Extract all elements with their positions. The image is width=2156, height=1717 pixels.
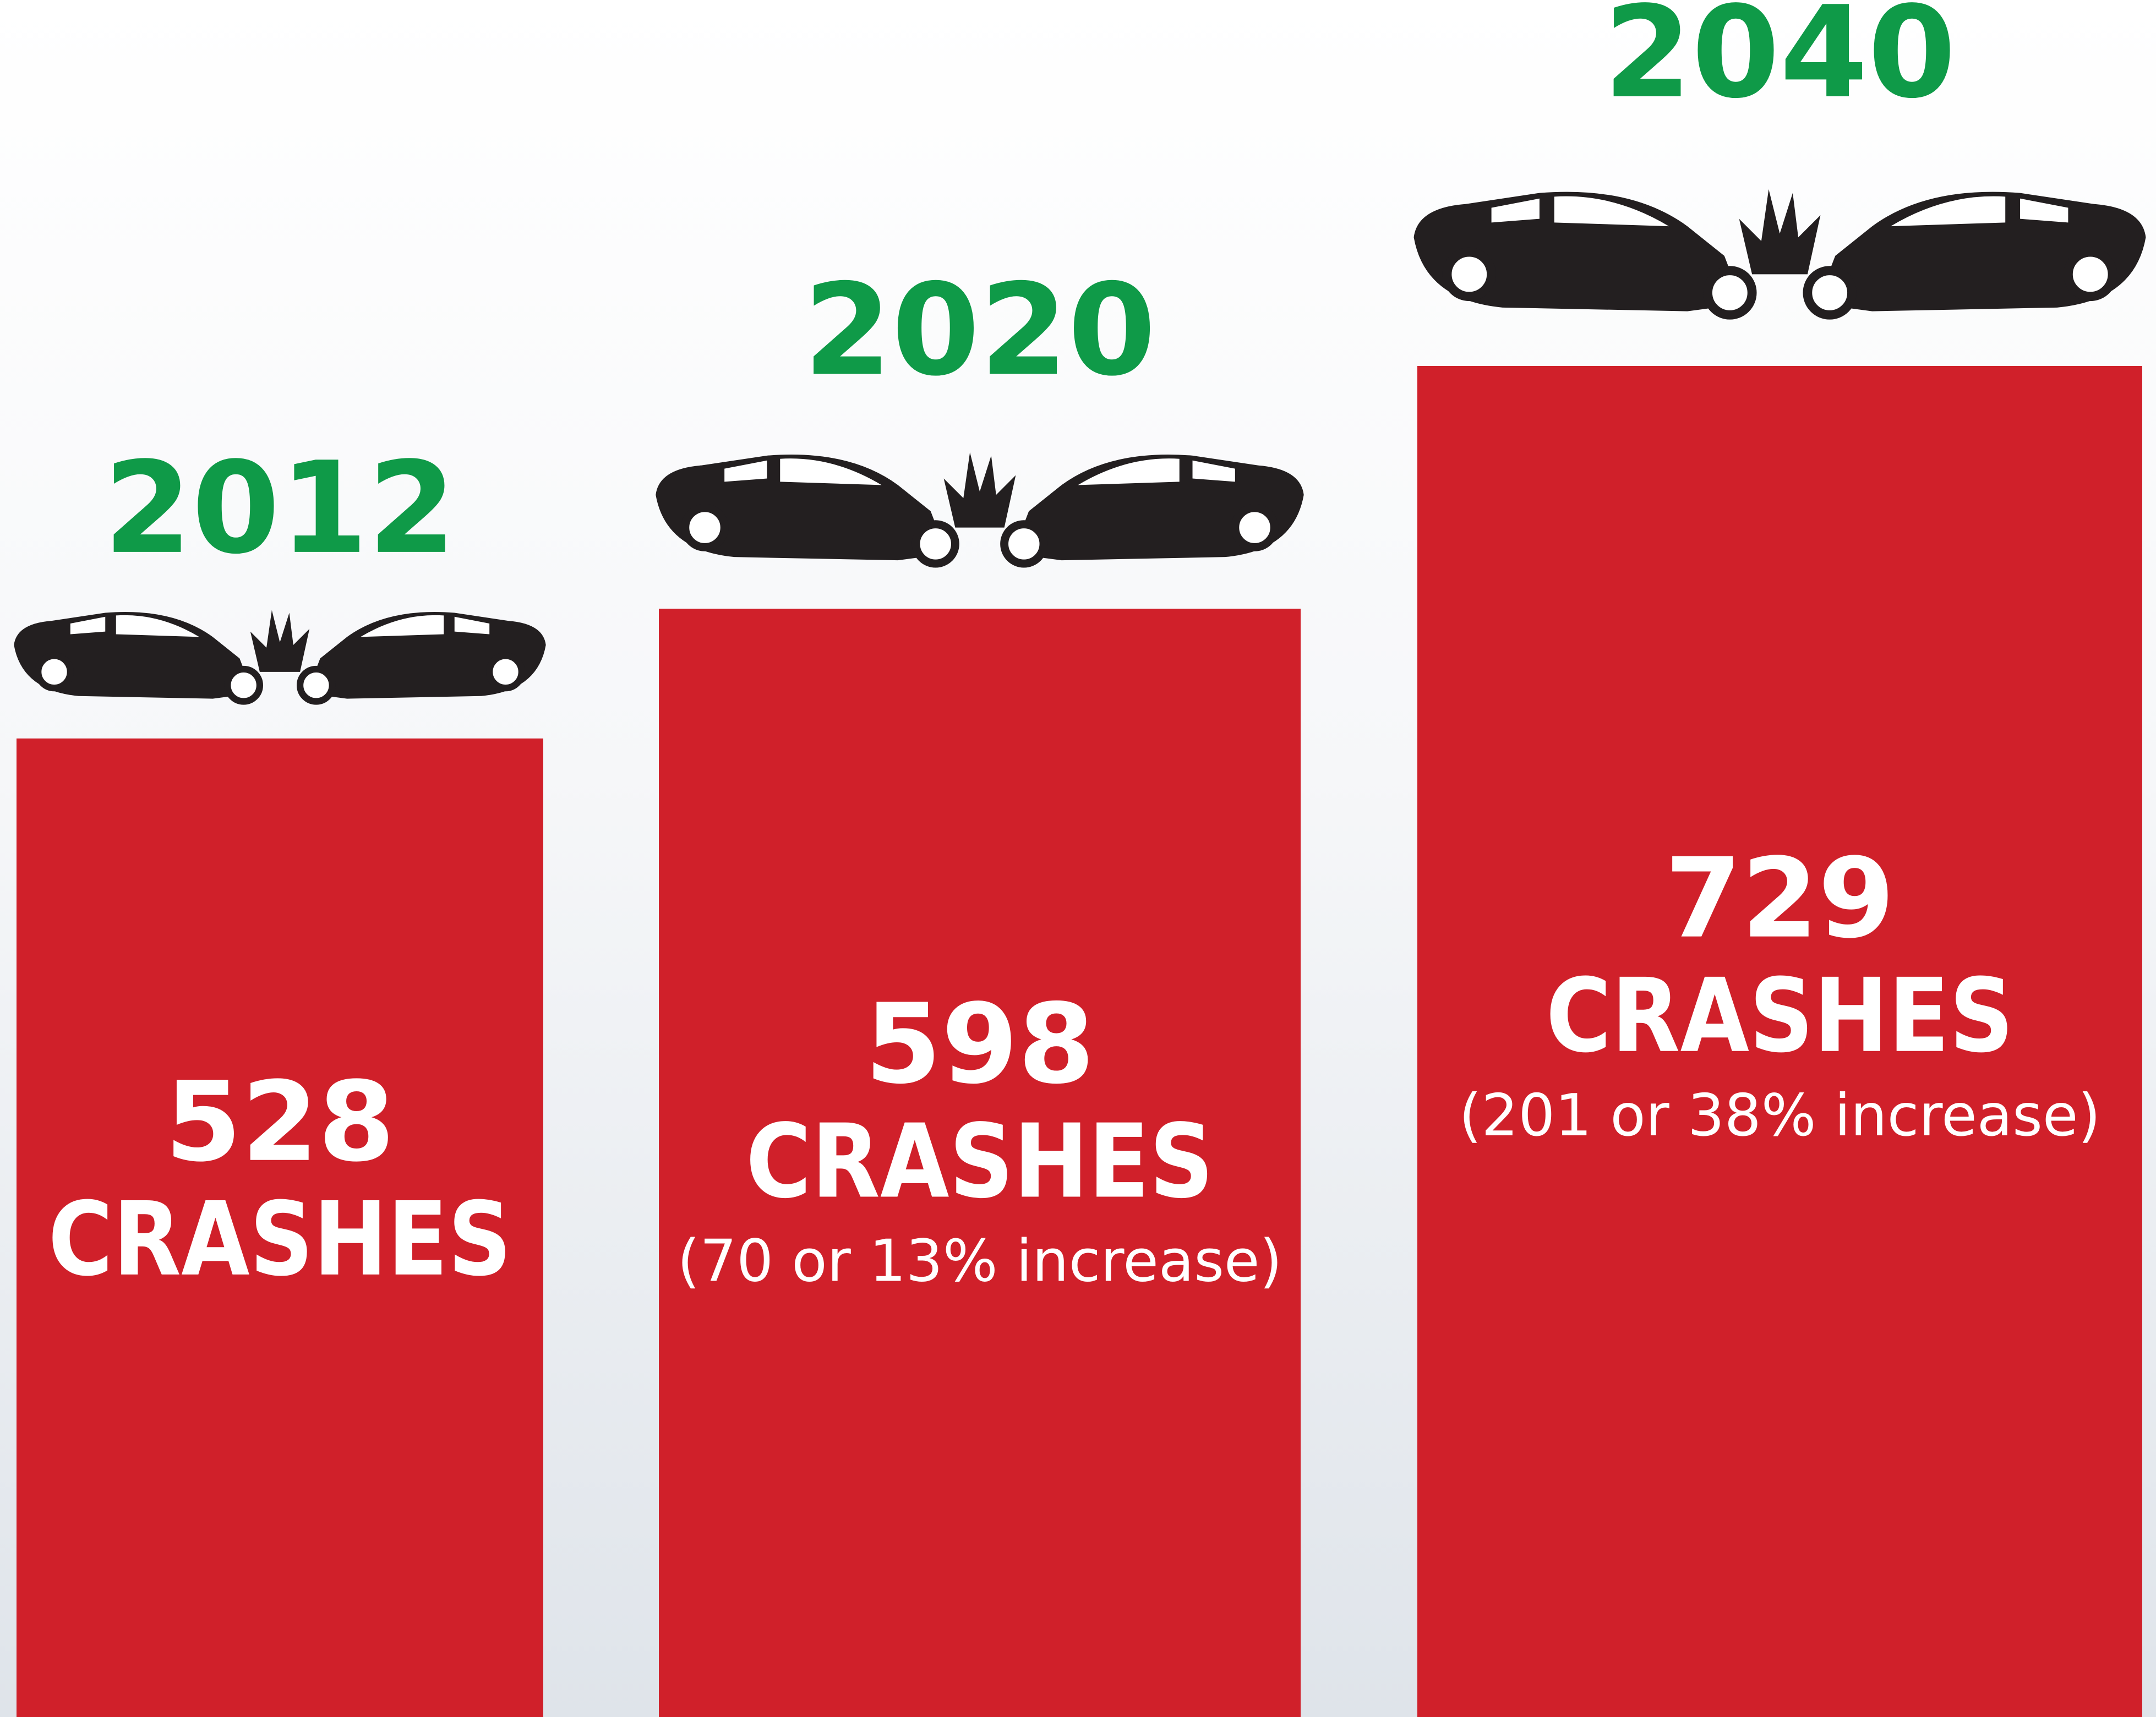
category-label: 2020: [804, 257, 1156, 404]
bar: [1417, 366, 2142, 1717]
value-label: 598: [865, 980, 1094, 1108]
unit-label: CRASHES: [1546, 956, 2014, 1075]
unit-label: CRASHES: [48, 1180, 511, 1299]
annotation: (201 or 38% increase): [1459, 1082, 2101, 1149]
category-label: 2012: [103, 435, 456, 582]
unit-label: CRASHES: [746, 1102, 1214, 1221]
value-label: 729: [1665, 835, 1895, 963]
category-label: 2040: [1603, 0, 1956, 127]
annotation: (70 or 13% increase): [677, 1227, 1282, 1294]
value-label: 528: [165, 1058, 395, 1186]
bar: [659, 609, 1301, 1717]
bar: [17, 738, 543, 1717]
